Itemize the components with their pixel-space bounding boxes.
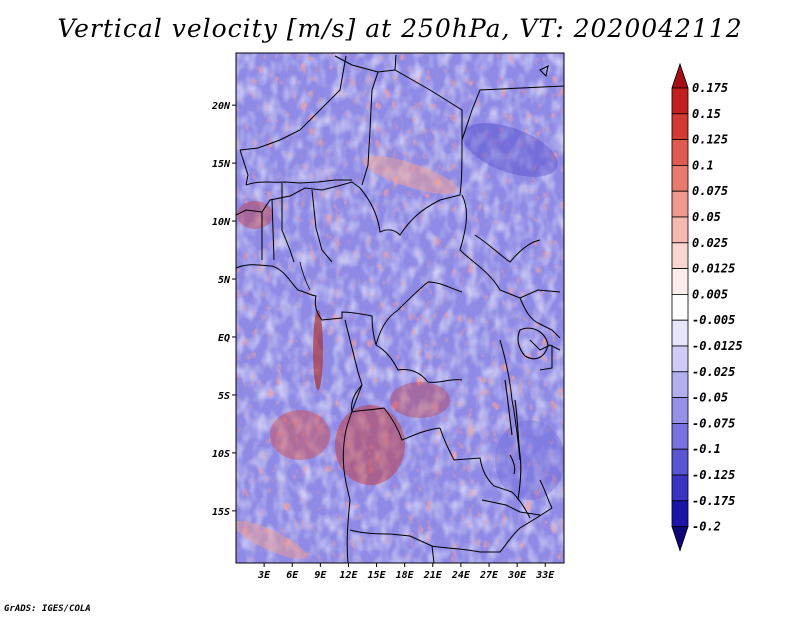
colorbar-label: -0.075 bbox=[692, 416, 735, 430]
lon-label: 33E bbox=[535, 570, 555, 581]
colorbar-label: -0.1 bbox=[692, 442, 721, 456]
colorbar-label: -0.125 bbox=[692, 468, 735, 482]
lon-label: 12E bbox=[339, 570, 358, 581]
colorbar-bin bbox=[671, 500, 689, 527]
colorbar-label: 0.075 bbox=[692, 184, 728, 198]
lat-label: 5S bbox=[218, 391, 230, 402]
lat-label: EQ bbox=[218, 333, 230, 344]
colorbar-bin bbox=[671, 190, 689, 218]
colorbar-bin bbox=[671, 319, 689, 347]
colorbar-bin bbox=[671, 139, 689, 166]
colorbar-bin bbox=[671, 87, 689, 115]
colorbar-label: -0.2 bbox=[692, 520, 721, 534]
colorbar-label: 0.1 bbox=[692, 158, 714, 172]
colorbar-label: -0.005 bbox=[692, 313, 735, 327]
lat-label: 15S bbox=[212, 507, 230, 518]
colorbar-bin bbox=[671, 242, 689, 270]
lon-label: 9E bbox=[314, 570, 327, 581]
colorbar-bin bbox=[671, 216, 689, 244]
lat-label: 10N bbox=[212, 217, 231, 228]
colorbar-bin bbox=[671, 371, 689, 398]
latitude-axis: 20N 15N 10N 5N EQ 5S 10S 15S bbox=[211, 101, 236, 518]
colorbar-label: 0.0125 bbox=[692, 262, 735, 276]
lon-label: 15E bbox=[368, 570, 387, 581]
colorbar-label: 0.15 bbox=[692, 107, 721, 121]
colorbar-label: 0.005 bbox=[692, 287, 728, 301]
colorbar-label: 0.175 bbox=[692, 81, 728, 95]
lat-label: 5N bbox=[218, 275, 231, 286]
credit-label: GrADS: IGES/COLA bbox=[4, 604, 91, 614]
colorbar-label: -0.0125 bbox=[692, 339, 743, 353]
colorbar: 0.175 0.15 0.125 0.1 0.075 0.05 0.025 0.0125 0.0… bbox=[671, 62, 743, 552]
colorbar-bin bbox=[671, 448, 689, 476]
colorbar-label: -0.05 bbox=[692, 391, 728, 405]
lon-label: 3E bbox=[257, 570, 271, 581]
lat-label: 10S bbox=[212, 449, 230, 460]
lakes bbox=[504, 65, 549, 501]
colorbar-label: 0.025 bbox=[692, 236, 728, 250]
colorbar-bin bbox=[671, 293, 689, 321]
lat-label: 20N bbox=[211, 101, 231, 112]
colorbar-bin bbox=[671, 164, 689, 192]
colorbar-label: 0.05 bbox=[692, 210, 721, 224]
lon-label: 6E bbox=[286, 570, 299, 581]
colorbar-bin bbox=[671, 113, 689, 141]
colorbar-bin bbox=[671, 397, 689, 424]
lon-label: 24E bbox=[451, 570, 471, 581]
velocity-field bbox=[236, 53, 564, 563]
colorbar-label: 0.125 bbox=[692, 133, 728, 147]
colorbar-top-arrow bbox=[671, 62, 689, 89]
lon-label: 18E bbox=[396, 570, 415, 581]
map-frame bbox=[235, 52, 565, 564]
colorbar-label: -0.175 bbox=[692, 494, 735, 508]
map-title: Vertical velocity [m/s] at 250hPa, VT: 2… bbox=[57, 14, 743, 43]
lon-label: 27E bbox=[479, 570, 499, 581]
lat-label: 15N bbox=[212, 159, 231, 170]
lon-label: 21E bbox=[423, 570, 443, 581]
colorbar-bin bbox=[671, 422, 689, 450]
colorbar-bin bbox=[671, 345, 689, 373]
colorbar-bin bbox=[671, 474, 689, 502]
longitude-axis: 3E 6E 9E 12E 15E 18E 21E 24E 27E 30E 33E bbox=[257, 563, 555, 581]
lon-label: 30E bbox=[507, 570, 527, 581]
country-borders bbox=[236, 54, 564, 563]
colorbar-label: -0.025 bbox=[692, 365, 735, 379]
colorbar-bin bbox=[671, 268, 689, 295]
colorbar-bottom-arrow bbox=[671, 526, 689, 552]
